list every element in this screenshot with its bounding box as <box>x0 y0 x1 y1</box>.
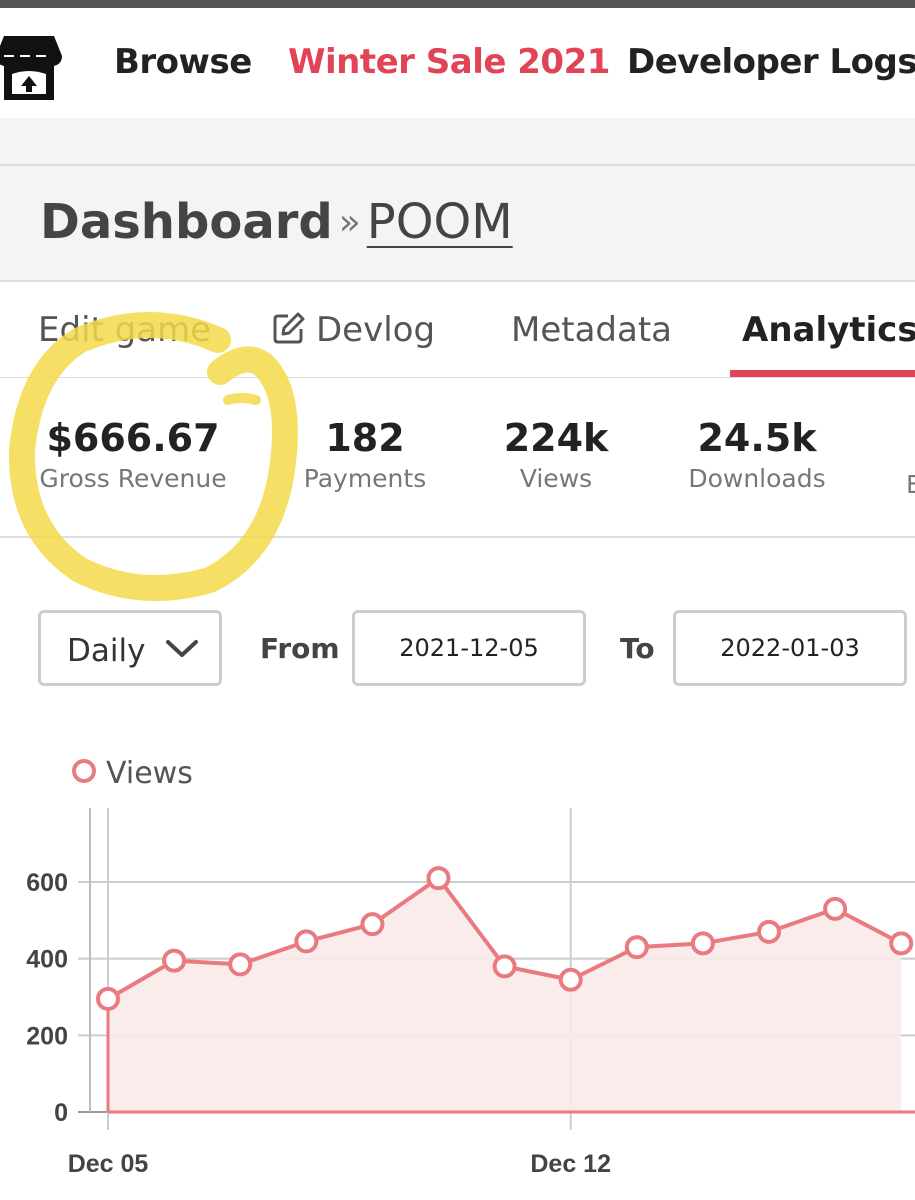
stat-value: 224k <box>503 416 609 460</box>
top-strip <box>0 0 915 8</box>
breadcrumb: Dashboard» POOM <box>40 194 513 250</box>
from-date-input[interactable]: 2021-12-05 <box>352 610 586 686</box>
site-header: Browse Winter Sale 2021 Developer Logs <box>0 8 915 118</box>
stat-label: Downloads <box>688 464 826 493</box>
views-data-point <box>492 954 517 979</box>
stat-payments: 182 Payments <box>290 416 440 493</box>
nav-winter-sale[interactable]: Winter Sale 2021 <box>288 42 610 82</box>
chevron-down-icon <box>166 640 198 657</box>
spacer-bar <box>0 118 915 166</box>
stat-label: Views <box>519 464 593 493</box>
itchio-logo-icon[interactable] <box>0 30 64 106</box>
tab-analytics[interactable]: Analytics <box>742 310 915 350</box>
views-area <box>108 878 902 1112</box>
views-data-point <box>96 986 120 1011</box>
chart-legend[interactable]: Views <box>72 756 193 791</box>
views-data-point <box>426 866 451 891</box>
breadcrumb-game-link[interactable]: POOM <box>366 194 513 250</box>
active-tab-indicator <box>730 370 915 377</box>
stats-row: $666.67 Gross Revenue 182 Payments 224k … <box>0 378 915 538</box>
y-tick-label: 400 <box>26 946 68 974</box>
to-date-input[interactable]: 2022-01-03 <box>673 610 907 686</box>
y-tick-label: 600 <box>26 869 68 897</box>
from-label: From <box>260 632 340 665</box>
views-data-point <box>757 919 781 944</box>
tab-metadata[interactable]: Metadata <box>511 310 673 350</box>
stat-value: 24.5k <box>697 416 817 460</box>
nav-browse[interactable]: Browse <box>114 42 252 82</box>
title-bar <box>0 166 915 282</box>
legend-label: Views <box>106 756 193 791</box>
interval-select[interactable]: Daily <box>38 610 222 686</box>
breadcrumb-separator: » <box>338 202 361 243</box>
interval-value: Daily <box>67 633 146 669</box>
views-data-point <box>360 912 385 937</box>
views-data-point <box>228 952 253 977</box>
stat-label: Payments <box>303 464 427 493</box>
stat-value: 182 <box>325 416 405 460</box>
to-label: To <box>620 632 655 665</box>
stat-downloads: 24.5k Downloads <box>672 416 842 493</box>
views-data-point <box>823 896 848 921</box>
tab-devlog[interactable]: Devlog <box>272 310 435 350</box>
views-chart: 0 200 400 600 Dec 05 Dec 12 <box>26 808 915 1178</box>
views-data-point <box>294 929 319 954</box>
views-data-point <box>162 948 187 973</box>
chart-controls: Daily From 2021-12-05 To 2022-01-03 <box>0 536 915 736</box>
stat-value: $666.67 <box>46 416 220 460</box>
views-data-point <box>889 931 914 956</box>
views-data-point <box>558 967 583 992</box>
stat-views: 224k Views <box>486 416 626 493</box>
stat-label-cutoff: E <box>906 470 915 499</box>
y-tick-label: 0 <box>54 1099 68 1127</box>
legend-marker-icon <box>72 759 96 783</box>
views-data-point <box>624 935 649 960</box>
nav-developer-logs[interactable]: Developer Logs <box>627 42 915 82</box>
views-data-point <box>690 931 715 956</box>
x-tick-label: Dec 12 <box>530 1150 611 1178</box>
stat-label: Gross Revenue <box>39 464 227 493</box>
y-tick-label: 200 <box>26 1022 68 1050</box>
stat-gross-revenue: $666.67 Gross Revenue <box>28 416 238 493</box>
breadcrumb-dashboard[interactable]: Dashboard <box>40 194 333 250</box>
edit-icon <box>273 312 305 344</box>
tab-devlog-label: Devlog <box>316 310 436 350</box>
dashboard-tabs: Edit game Devlog Metadata Analytics <box>0 282 915 379</box>
x-tick-label: Dec 05 <box>68 1150 149 1178</box>
tab-edit-game[interactable]: Edit game <box>38 310 212 350</box>
